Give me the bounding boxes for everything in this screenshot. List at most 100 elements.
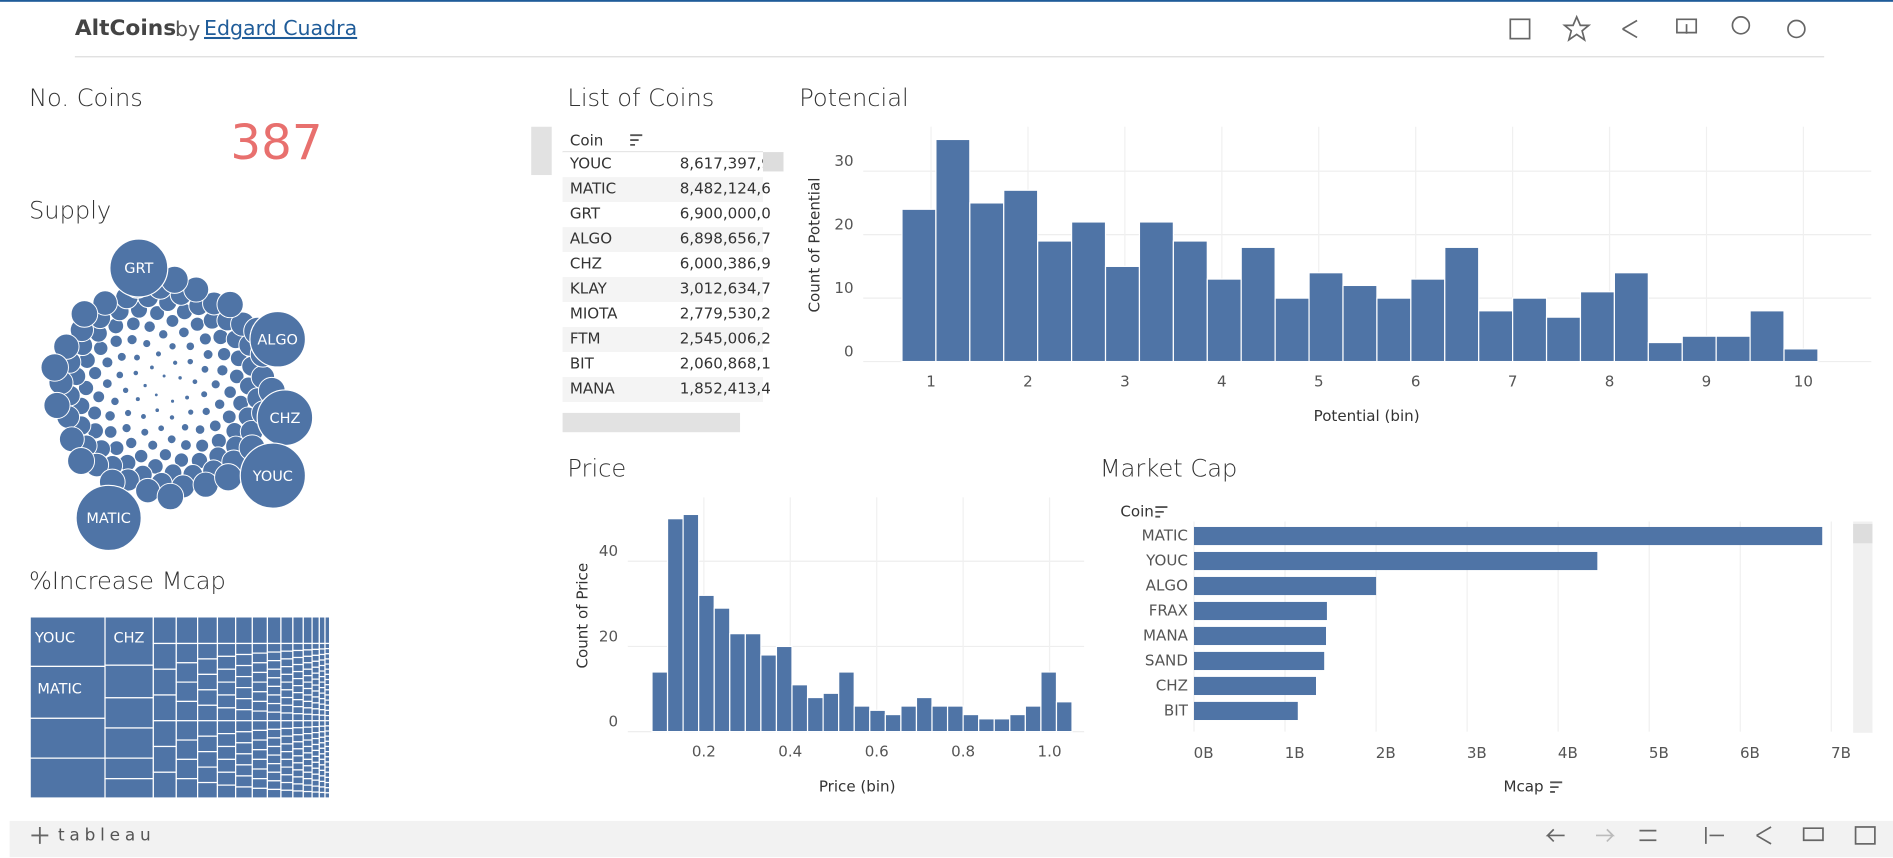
tile [318, 736, 326, 744]
share-footer-icon[interactable] [1756, 826, 1772, 845]
tile [292, 663, 304, 673]
revert-icon[interactable] [1639, 829, 1657, 842]
bar [935, 138, 971, 363]
tile [280, 712, 294, 722]
author-link[interactable]: Edgard Cuadra [204, 16, 357, 40]
table-v-scroll[interactable] [762, 152, 784, 172]
table-h-scroll[interactable] [562, 412, 741, 433]
bubble [184, 394, 191, 401]
bubble [189, 316, 205, 332]
bubble [158, 448, 172, 462]
bar [1040, 671, 1058, 733]
tile [280, 743, 294, 753]
tile [311, 708, 320, 716]
tile [197, 616, 219, 645]
tile [251, 691, 269, 703]
download-footer-icon[interactable] [1802, 827, 1824, 842]
bubble [153, 392, 159, 398]
tableau-logo[interactable]: tableau [58, 824, 156, 844]
sort-icons[interactable] [1155, 506, 1563, 793]
undo-icon[interactable] [1545, 828, 1565, 843]
bubble [210, 432, 227, 449]
share-icon[interactable] [1622, 19, 1638, 39]
tile [280, 658, 294, 668]
tile [292, 642, 304, 652]
tile [251, 749, 269, 760]
favorite-icon[interactable] [1562, 14, 1592, 42]
x-tick-label: 1B [1285, 744, 1305, 762]
bubble [156, 482, 185, 511]
tile [235, 616, 253, 645]
tile [318, 780, 326, 788]
y-axis-label: Count of Potential [805, 178, 823, 313]
tile [324, 689, 331, 696]
tile [324, 776, 331, 784]
bubble [134, 396, 141, 403]
bubble [101, 356, 114, 369]
tile [324, 616, 331, 645]
bar [1037, 240, 1073, 363]
reset-icon[interactable] [1705, 826, 1724, 844]
tile [251, 652, 269, 664]
tile [216, 668, 237, 683]
tile [280, 704, 294, 714]
tile [318, 764, 326, 772]
bar [1376, 297, 1412, 363]
x-tick-label: 8 [1605, 373, 1615, 391]
bubble [109, 334, 123, 348]
tile [266, 616, 282, 645]
tile [197, 673, 219, 691]
tile [29, 757, 106, 799]
tile [324, 694, 331, 701]
coin-supply: 2,779,530,2 [680, 305, 771, 323]
download-icon[interactable] [1676, 18, 1698, 34]
mcap-scroll-thumb[interactable] [1853, 523, 1873, 544]
bar [969, 202, 1005, 363]
tile [266, 754, 282, 765]
tile [104, 757, 154, 780]
tile [311, 666, 320, 674]
bubble [172, 359, 179, 366]
bar [931, 705, 949, 733]
table-scroll[interactable] [531, 126, 552, 176]
tile [292, 670, 304, 680]
tile [318, 616, 326, 645]
bubble [143, 320, 156, 333]
bubble [180, 439, 192, 451]
tile-label: CHZ [113, 631, 144, 647]
tile [302, 655, 313, 664]
tile [311, 660, 320, 668]
bar [1070, 221, 1107, 363]
bar [1308, 272, 1344, 363]
tile [318, 675, 326, 683]
edit-icon[interactable] [1509, 18, 1531, 40]
tile [175, 739, 199, 760]
tile [302, 675, 313, 683]
x-axis-label: Price (bin) [819, 778, 896, 796]
sort-icon[interactable] [630, 134, 643, 146]
bubble [104, 410, 116, 422]
tile [235, 675, 253, 689]
tile [311, 779, 320, 787]
tile [175, 642, 199, 664]
bar [946, 705, 964, 733]
tile [302, 668, 313, 677]
tile [266, 788, 282, 799]
tile [302, 649, 313, 657]
badge-icon[interactable] [1731, 16, 1751, 35]
tile [152, 642, 177, 670]
tile [302, 700, 313, 709]
tile [302, 758, 313, 767]
bar [1104, 265, 1141, 363]
tile [280, 781, 294, 791]
settings-icon[interactable] [1787, 19, 1806, 39]
tile [324, 740, 331, 748]
tile [251, 710, 269, 722]
x-tick-label: 5B [1649, 744, 1669, 762]
redo-icon[interactable] [1596, 828, 1615, 843]
mcap-scroll-track [1853, 521, 1873, 733]
tile [292, 748, 304, 757]
bar [1193, 676, 1316, 696]
fullscreen-icon[interactable] [1854, 826, 1876, 845]
